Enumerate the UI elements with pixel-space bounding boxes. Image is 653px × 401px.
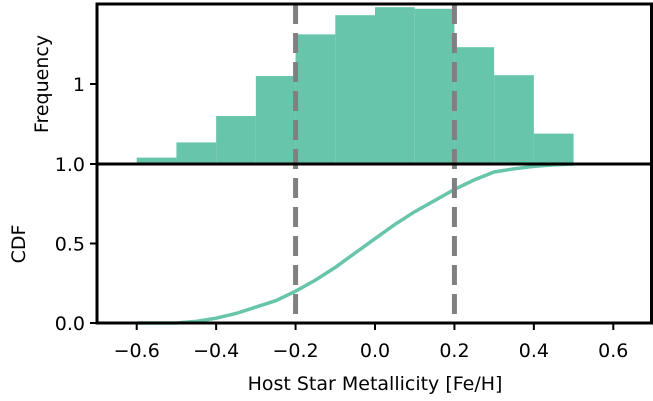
axes-frames — [95, 2, 653, 325]
cdf-y-tick-label: 1.0 — [55, 154, 85, 176]
x-tick-label: −0.2 — [273, 340, 319, 362]
x-tick-label: −0.4 — [193, 340, 239, 362]
histogram-bar — [255, 76, 296, 164]
cdf-y-axis-label: CDF — [8, 225, 30, 264]
x-tick-label: 0.4 — [519, 340, 549, 362]
cdf-frame — [95, 162, 653, 325]
histogram-bar — [136, 157, 177, 164]
x-axis-label: Host Star Metallicity [Fe/H] — [248, 373, 503, 395]
x-tick-label: 0.2 — [439, 340, 469, 362]
histogram-bars — [136, 7, 574, 165]
histogram-y-tick-label: 1 — [73, 74, 85, 96]
histogram-bar — [295, 34, 336, 165]
histogram-bar — [335, 15, 375, 165]
histogram-bar — [494, 75, 534, 164]
cdf-y-tick-label: 0.0 — [55, 313, 85, 335]
cdf-panel: 0.0 0.5 1.0 −0.6 −0.4 −0.2 0.0 0.2 0.4 0.6 CDF H… — [8, 154, 628, 395]
histogram-bar — [454, 47, 495, 165]
cdf-x-ticks: −0.6 −0.4 −0.2 0.0 0.2 0.4 0.6 — [114, 323, 628, 362]
histogram-bar — [414, 8, 455, 164]
x-tick-label: 0.0 — [360, 340, 390, 362]
x-tick-label: −0.6 — [114, 340, 160, 362]
histogram-bar — [176, 142, 217, 164]
cdf-line — [136, 162, 574, 325]
histogram-y-axis-label: Frequency — [31, 35, 53, 133]
histogram-bar — [216, 116, 256, 164]
cdf-y-tick-label: 0.5 — [55, 234, 85, 256]
histogram-panel: 1 Frequency — [31, 7, 574, 165]
histogram-bar — [375, 7, 415, 165]
cdf-y-ticks: 0.0 0.5 1.0 — [55, 154, 97, 335]
histogram-bar — [533, 133, 574, 164]
histogram-y-ticks: 1 — [73, 74, 97, 96]
x-tick-label: 0.6 — [598, 340, 628, 362]
